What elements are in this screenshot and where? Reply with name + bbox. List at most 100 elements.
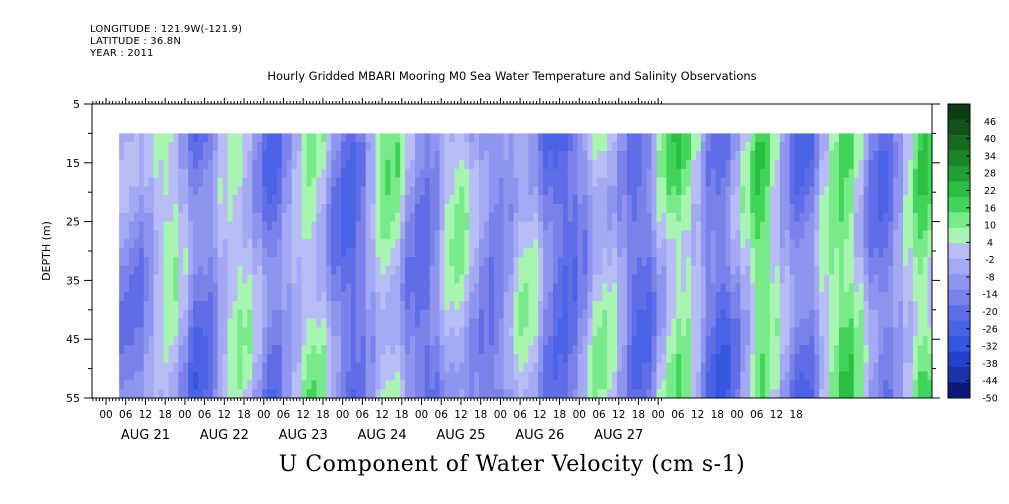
heatmap-cell <box>483 212 490 223</box>
heatmap-cell <box>834 177 840 187</box>
heatmap-cell <box>168 380 174 390</box>
heatmap-cell <box>301 168 308 179</box>
heatmap-cell <box>710 248 717 258</box>
heatmap-cell <box>459 300 465 311</box>
heatmap-cell <box>424 159 431 170</box>
heatmap-cell <box>217 371 224 381</box>
heatmap-cell <box>577 186 584 196</box>
heatmap-cell <box>686 318 692 329</box>
heatmap-cell <box>784 203 791 214</box>
heatmap-cell <box>631 230 638 240</box>
heatmap-cell <box>868 186 875 196</box>
heatmap-cell <box>819 353 825 364</box>
heatmap-cell <box>222 327 229 337</box>
heatmap-cell <box>883 151 889 161</box>
heatmap-cell <box>528 353 534 364</box>
heatmap-cell <box>858 142 865 152</box>
heatmap-cell <box>577 133 584 143</box>
heatmap-cell <box>607 256 613 267</box>
heatmap-cell <box>572 256 579 267</box>
heatmap-cell <box>617 362 623 373</box>
heatmap-cell <box>129 371 135 381</box>
heatmap-cell <box>755 292 761 302</box>
heatmap-cell <box>168 371 174 381</box>
heatmap-cell <box>257 133 263 143</box>
heatmap-cell <box>760 353 766 364</box>
heatmap-cell <box>331 336 337 346</box>
heatmap-cell <box>316 256 322 267</box>
heatmap-cell <box>301 142 308 152</box>
heatmap-cell <box>232 327 239 337</box>
heatmap-cell <box>424 345 431 355</box>
heatmap-cell <box>804 151 810 161</box>
heatmap-cell <box>429 230 436 240</box>
heatmap-cell <box>617 345 623 355</box>
heatmap-cell <box>493 371 500 381</box>
heatmap-cell <box>395 362 401 373</box>
heatmap-cell <box>533 177 539 187</box>
heatmap-cell <box>824 274 830 284</box>
heatmap-cell <box>927 159 932 170</box>
heatmap-cell <box>646 151 653 161</box>
heatmap-cell <box>306 371 313 381</box>
heatmap-cell <box>419 195 426 205</box>
heatmap-cell <box>232 230 239 240</box>
heatmap-cell <box>843 239 850 249</box>
heatmap-cell <box>799 212 806 223</box>
heatmap-cell <box>419 248 426 258</box>
heatmap-cell <box>444 195 451 205</box>
heatmap-cell <box>281 159 288 170</box>
heatmap-cell <box>597 362 603 373</box>
heatmap-cell <box>508 186 515 196</box>
heatmap-cell <box>548 151 554 161</box>
heatmap-cell <box>518 168 525 179</box>
heatmap-cell <box>834 186 840 196</box>
heatmap-cell <box>296 142 303 152</box>
heatmap-cell <box>252 159 258 170</box>
heatmap-cell <box>804 327 810 337</box>
heatmap-cell <box>345 177 352 187</box>
heatmap-cell <box>809 318 815 329</box>
heatmap-cell <box>898 256 904 267</box>
heatmap-cell <box>745 389 751 398</box>
heatmap-cell <box>794 292 801 302</box>
heatmap-cell <box>493 283 500 293</box>
heatmap-cell <box>311 389 317 398</box>
heatmap-cell <box>695 239 702 249</box>
heatmap-cell <box>439 133 446 143</box>
heatmap-cell <box>341 283 347 293</box>
heatmap-cell <box>626 371 633 381</box>
heatmap-cell <box>528 371 534 381</box>
heatmap-cell <box>464 309 470 320</box>
heatmap-cell <box>760 292 766 302</box>
heatmap-cell <box>587 389 594 398</box>
heatmap-cell <box>419 318 426 329</box>
heatmap-cell <box>646 195 653 205</box>
heatmap-cell <box>207 292 214 302</box>
heatmap-cell <box>572 168 579 179</box>
heatmap-cell <box>907 265 914 276</box>
heatmap-cell <box>572 292 579 302</box>
heatmap-cell <box>917 151 924 161</box>
heatmap-cell <box>868 327 875 337</box>
heatmap-cell <box>286 283 293 293</box>
heatmap-cell <box>316 212 322 223</box>
heatmap-cell <box>557 283 564 293</box>
heatmap-cell <box>567 389 574 398</box>
heatmap-cell <box>390 309 396 320</box>
heatmap-cell <box>129 283 135 293</box>
heatmap-cell <box>829 371 835 381</box>
heatmap-cell <box>612 265 618 276</box>
heatmap-cell <box>903 239 909 249</box>
heatmap-cell <box>183 212 189 223</box>
heatmap-cell <box>360 318 367 329</box>
heatmap-cell <box>459 283 465 293</box>
heatmap-cell <box>355 133 362 143</box>
heatmap-cell <box>543 371 549 381</box>
heatmap-cell <box>927 186 932 196</box>
heatmap-cell <box>148 151 155 161</box>
heatmap-cell <box>148 212 155 223</box>
heatmap-cell <box>306 159 313 170</box>
heatmap-cell <box>755 239 761 249</box>
heatmap-cell <box>681 177 687 187</box>
